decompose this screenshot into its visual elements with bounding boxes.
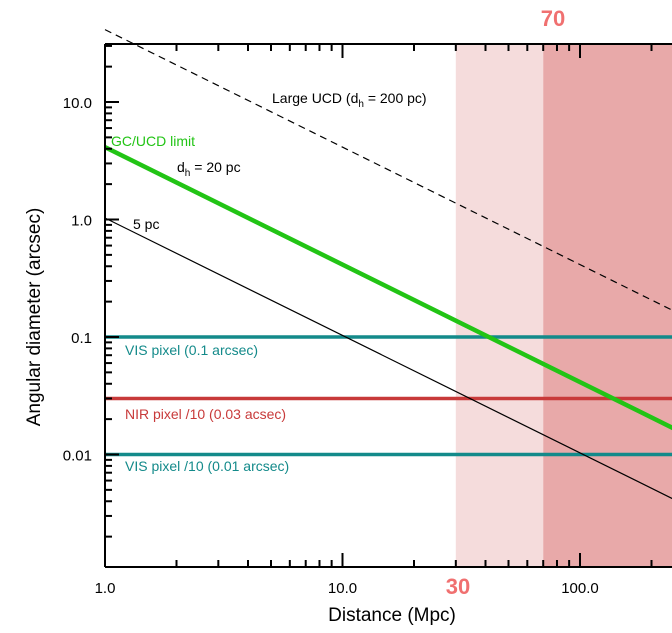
- ticks: [104, 44, 653, 567]
- annotation-large-ucd: Large UCD (dh = 200 pc): [272, 90, 427, 110]
- annotation-dh-20: dh = 20 pc: [177, 159, 241, 179]
- y-tick-label: 10.0: [63, 95, 92, 112]
- series-lines: [104, 29, 672, 500]
- x-tick-label: 100.0: [561, 580, 599, 597]
- x-tick-label: 10.0: [328, 580, 357, 597]
- y-tick-label: 0.01: [63, 448, 92, 465]
- shaded-regions: [455, 44, 672, 567]
- y-tick-label: 0.1: [71, 330, 92, 347]
- series-line-0: [104, 29, 672, 311]
- x-tick-label: 1.0: [95, 580, 116, 597]
- annotation-vis-pixel-10: VIS pixel /10 (0.01 arcsec): [125, 458, 289, 474]
- series-line-1: [104, 145, 672, 431]
- annotation-gc-ucd-limit: GC/UCD limit: [111, 133, 195, 149]
- series-line-2: [104, 217, 672, 500]
- mark-label-70: 70: [541, 6, 565, 31]
- y-tick-label: 1.0: [71, 213, 92, 230]
- mark-label-30: 30: [446, 574, 470, 599]
- reference-lines: [105, 335, 672, 457]
- annotation-nir-pixel: NIR pixel /10 (0.03 acsec): [125, 406, 286, 422]
- shaded-region-0: [455, 44, 544, 567]
- y-axis-title: Angular diameter (arcsec): [24, 208, 45, 427]
- annotation-vis-pixel: VIS pixel (0.1 arcsec): [125, 342, 258, 358]
- shaded-region-1: [543, 44, 672, 567]
- annotations: Large UCD (dh = 200 pc) GC/UCD limit dh …: [111, 6, 565, 599]
- x-axis-title: Distance (Mpc): [328, 605, 456, 626]
- annotation-5pc: 5 pc: [133, 216, 159, 232]
- tick-labels: 1.0 10.0 100.0 10.0 1.0 0.1 0.01: [63, 95, 599, 597]
